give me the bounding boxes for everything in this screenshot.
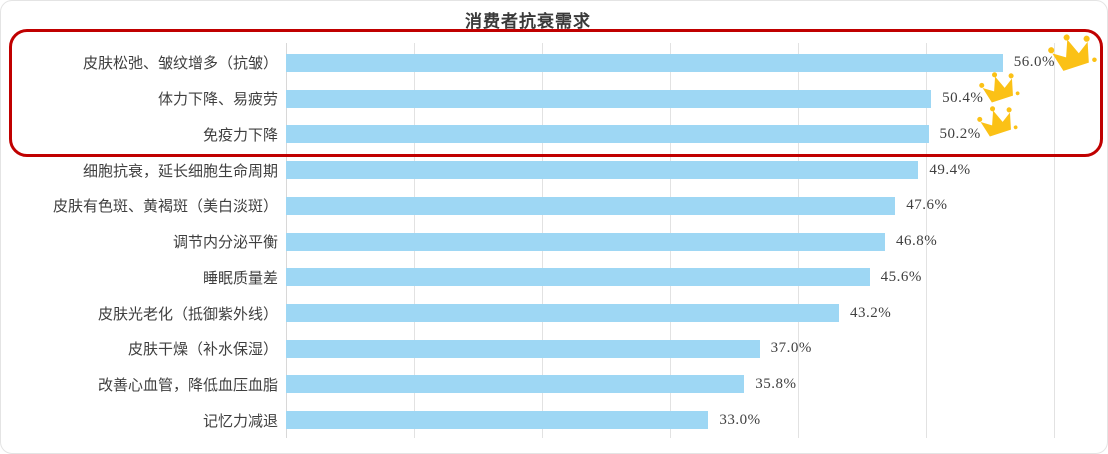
value-label: 50.4%	[942, 90, 984, 107]
category-label: 皮肤干燥（补水保湿）	[127, 342, 278, 359]
category-label: 体力下降、易疲劳	[157, 92, 278, 109]
bar-track: 49.4%	[286, 152, 1107, 188]
category-label: 记忆力减退	[202, 413, 278, 430]
category-label: 皮肤松弛、皱纹增多（抗皱）	[82, 56, 278, 73]
bar-track: 35.8%	[286, 367, 1107, 403]
bar	[286, 411, 709, 430]
value-label: 33.0%	[719, 411, 761, 428]
bar	[286, 196, 896, 215]
category-label: 细胞抗衰，延长细胞生命周期	[82, 163, 278, 180]
bar-track: 45.6%	[286, 259, 1107, 295]
value-label: 50.2%	[939, 125, 981, 142]
bar	[286, 161, 919, 180]
bar	[286, 268, 870, 287]
bar-track: 47.6%	[286, 188, 1107, 224]
bar-track: 56.0%	[286, 45, 1107, 81]
bar	[286, 339, 760, 358]
bar-row: 皮肤松弛、皱纹增多（抗皱） 56.0%	[1, 45, 1107, 81]
bar-track: 50.4%	[286, 81, 1107, 117]
bar-row: 皮肤干燥（补水保湿） 37.0%	[1, 331, 1107, 367]
value-label: 47.6%	[906, 197, 948, 214]
bar-track: 33.0%	[286, 402, 1107, 438]
bar-row: 皮肤光老化（抵御紫外线） 43.2%	[1, 295, 1107, 331]
value-label: 35.8%	[755, 375, 797, 392]
bar-row: 体力下降、易疲劳 50.4%	[1, 81, 1107, 117]
bar	[286, 125, 929, 144]
bar-row: 调节内分泌平衡 46.8%	[1, 224, 1107, 260]
bar-row: 睡眠质量差 45.6%	[1, 259, 1107, 295]
bar-row: 改善心血管，降低血压血脂 35.8%	[1, 367, 1107, 403]
category-label: 调节内分泌平衡	[172, 235, 278, 252]
category-label: 皮肤光老化（抵御紫外线）	[97, 306, 278, 323]
bar-row: 免疫力下降 50.2%	[1, 116, 1107, 152]
value-label: 37.0%	[770, 340, 812, 357]
category-label: 皮肤有色斑、黄褐斑（美白淡斑）	[52, 199, 278, 216]
bar-rows: 皮肤松弛、皱纹增多（抗皱） 56.0% 体力下降、易疲劳 50.4% 免疫力下降…	[1, 45, 1107, 438]
bar-track: 37.0%	[286, 331, 1107, 367]
bar	[286, 304, 839, 322]
bar	[286, 232, 886, 251]
bar-row: 记忆力减退 33.0%	[1, 402, 1107, 438]
plot-area: 皮肤松弛、皱纹增多（抗皱） 56.0% 体力下降、易疲劳 50.4% 免疫力下降…	[1, 43, 1107, 438]
bar-track: 50.2%	[286, 116, 1107, 152]
bar	[286, 53, 1003, 72]
bar	[286, 375, 745, 394]
value-label: 56.0%	[1013, 54, 1056, 71]
category-label: 免疫力下降	[202, 127, 278, 144]
chart-title: 消费者抗衰需求	[465, 12, 591, 31]
bar-row: 皮肤有色斑、黄褐斑（美白淡斑） 47.6%	[1, 188, 1107, 224]
bar-row: 细胞抗衰，延长细胞生命周期 49.4%	[1, 152, 1107, 188]
category-label: 睡眠质量差	[202, 270, 278, 287]
value-label: 43.2%	[849, 304, 892, 321]
bar-track: 43.2%	[286, 295, 1107, 331]
category-label: 改善心血管，降低血压血脂	[97, 377, 278, 394]
value-label: 45.6%	[880, 268, 922, 285]
value-label: 46.8%	[896, 233, 938, 250]
value-label: 49.4%	[929, 161, 971, 178]
bar-track: 46.8%	[286, 224, 1107, 260]
bar	[286, 89, 932, 108]
